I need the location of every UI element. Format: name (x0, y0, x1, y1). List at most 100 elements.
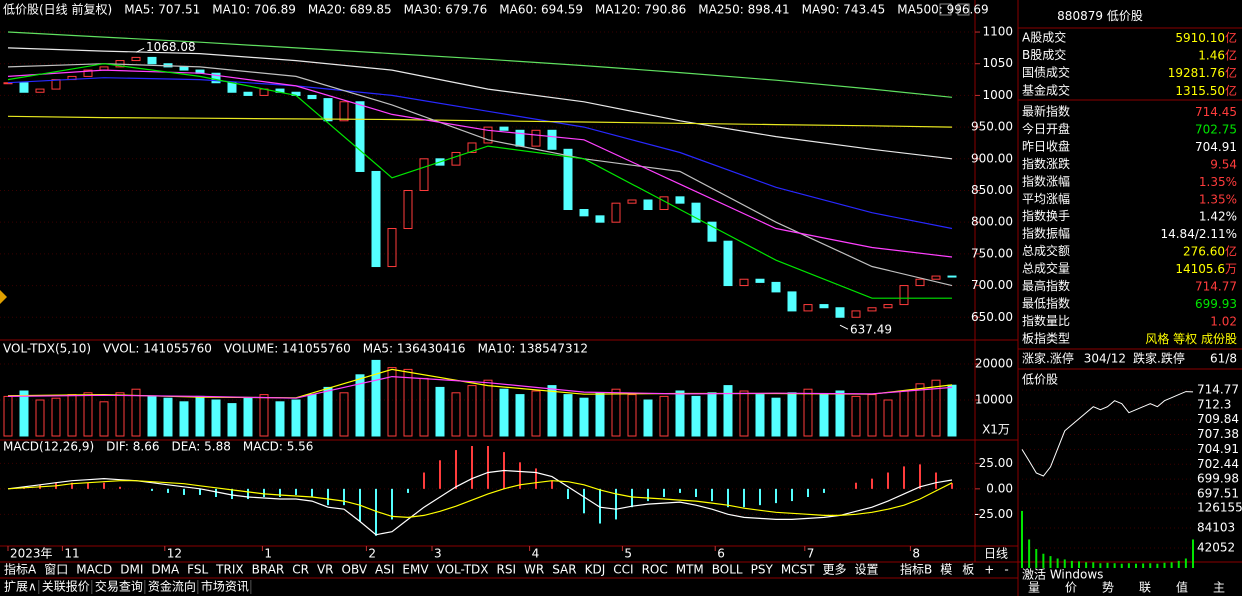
indicator-tab[interactable]: TRIX (215, 563, 243, 577)
indicator-tab[interactable]: BRAR (252, 563, 285, 577)
indicator-tab[interactable]: VR (317, 563, 334, 577)
indicator-tab[interactable]: SAR (552, 563, 576, 577)
mini-tab[interactable]: 联 (1139, 581, 1151, 595)
mini-tab[interactable]: 量 (1028, 581, 1040, 595)
volume-bar (611, 388, 621, 437)
candle (931, 275, 941, 280)
quote-name: 低价股 (1107, 9, 1143, 23)
annotation: 637.49 (850, 323, 892, 337)
y-tick-label: 950.00 (971, 120, 1013, 134)
x-tick-label: 5 (624, 547, 632, 561)
quote-value-number: 1.02 (1210, 314, 1237, 328)
indicator-tab[interactable]: 指标A (4, 562, 37, 577)
candle (3, 82, 13, 85)
candle (131, 56, 141, 62)
indicator-tab[interactable]: 指标B (900, 562, 932, 577)
indicator-tab[interactable]: MACD (76, 563, 112, 577)
indicator-tab[interactable]: 窗口 (44, 563, 68, 577)
indicator-tab[interactable]: DMI (120, 563, 143, 577)
legend-entry: MA500: 996.69 (897, 3, 988, 17)
candle (819, 304, 829, 309)
candle (83, 69, 93, 77)
indicator-tab[interactable]: - (1004, 563, 1008, 577)
mini-tab[interactable]: 势 (1102, 581, 1114, 595)
indicator-tab[interactable]: OBV (342, 563, 368, 577)
candle (899, 285, 909, 306)
candle (467, 142, 477, 153)
window-button[interactable] (939, 3, 952, 16)
quote-label: 总成交量 (1022, 261, 1070, 276)
indicator-tab[interactable]: CCI (613, 563, 633, 577)
y2-tick-label: 42052 (1197, 540, 1235, 554)
mini-tab[interactable]: 价 (1065, 581, 1077, 595)
indicator-tab[interactable]: KDJ (585, 563, 606, 577)
quote-label: 指数换手 (1022, 208, 1070, 223)
y-tick-label: 850.00 (971, 183, 1013, 197)
quote-label: 国债成交 (1022, 65, 1070, 80)
indicator-tab[interactable]: ROC (642, 563, 668, 577)
indicator-tab[interactable]: DMA (151, 563, 180, 577)
volume-bar (851, 395, 861, 437)
candle (771, 281, 781, 293)
volume-bar (931, 379, 941, 437)
volume-bar (707, 392, 717, 437)
bottom-tab[interactable]: 资金流向 (148, 579, 196, 594)
indicator-tab[interactable]: 模 (940, 563, 952, 577)
y2-tick-label: 84103 (1197, 521, 1235, 535)
breadth-label: 跌家.跌停 (1133, 351, 1185, 366)
quote-value: 5910.10亿 (1175, 30, 1237, 45)
bottom-tab[interactable]: 市场资讯 (201, 579, 249, 594)
indicator-tab[interactable]: 板 (962, 563, 974, 577)
volume-bar (3, 395, 13, 437)
unit-label: X1万 (982, 423, 1010, 437)
candle (755, 278, 765, 283)
quote-value: 风格 等权 成份股 (1145, 330, 1237, 345)
indicator-tab[interactable]: FSL (187, 563, 208, 577)
quote-value-number: 702.75 (1195, 122, 1237, 136)
volume-bar (755, 394, 765, 437)
indicator-tab[interactable]: PSY (751, 563, 774, 577)
indicator-tab[interactable]: BOLL (712, 563, 743, 577)
quote-value-number: 5910.10 (1175, 31, 1225, 45)
x-tick-label: 2023年 (10, 547, 53, 561)
indicator-line (7, 77, 953, 230)
indicator-tab[interactable]: RSI (497, 563, 517, 577)
volume-bar (579, 397, 589, 437)
indicator-tab[interactable]: MCST (781, 563, 815, 577)
y-tick-label: 712.3 (1197, 397, 1231, 411)
indicator-tab[interactable]: MTM (676, 563, 704, 577)
indicator-tab[interactable]: EMV (402, 563, 429, 577)
volume-bar (291, 399, 301, 437)
window-button[interactable] (957, 3, 970, 16)
period-label[interactable]: 日线 (984, 547, 1008, 561)
volume-bar (99, 401, 109, 437)
quote-value-number: 1.35% (1199, 174, 1237, 188)
indicator-tab[interactable]: CR (292, 563, 309, 577)
bottom-tab[interactable]: 交易查询 (95, 579, 143, 594)
indicator-line (7, 469, 953, 536)
intraday-title: 低价股 (1022, 373, 1058, 387)
volume-bar (915, 383, 925, 437)
indicator-tab[interactable]: 更多 (823, 563, 847, 577)
candle (611, 202, 621, 223)
bottom-tab[interactable]: 关联报价 (42, 579, 90, 594)
candle (35, 88, 45, 93)
volume-bar (675, 390, 685, 437)
quote-label: 最低指数 (1022, 295, 1070, 310)
candle (371, 170, 381, 268)
indicator-tab[interactable]: 设置 (855, 563, 879, 577)
candle (739, 278, 749, 287)
candle (339, 101, 349, 122)
mini-tab[interactable]: 值 (1176, 580, 1188, 595)
annotation: 1068.08 (146, 40, 196, 54)
volume-bar (195, 395, 205, 437)
candle (787, 291, 797, 312)
indicator-line (7, 375, 953, 399)
indicator-tab[interactable]: + (984, 563, 994, 577)
side-arrow[interactable] (0, 290, 7, 304)
indicator-tab[interactable]: ASI (375, 563, 394, 577)
indicator-tab[interactable]: VOL-TDX (437, 563, 489, 577)
bottom-tab[interactable]: 扩展∧ (4, 580, 37, 594)
mini-tab[interactable]: 主 (1213, 581, 1225, 595)
indicator-tab[interactable]: WR (524, 563, 544, 577)
